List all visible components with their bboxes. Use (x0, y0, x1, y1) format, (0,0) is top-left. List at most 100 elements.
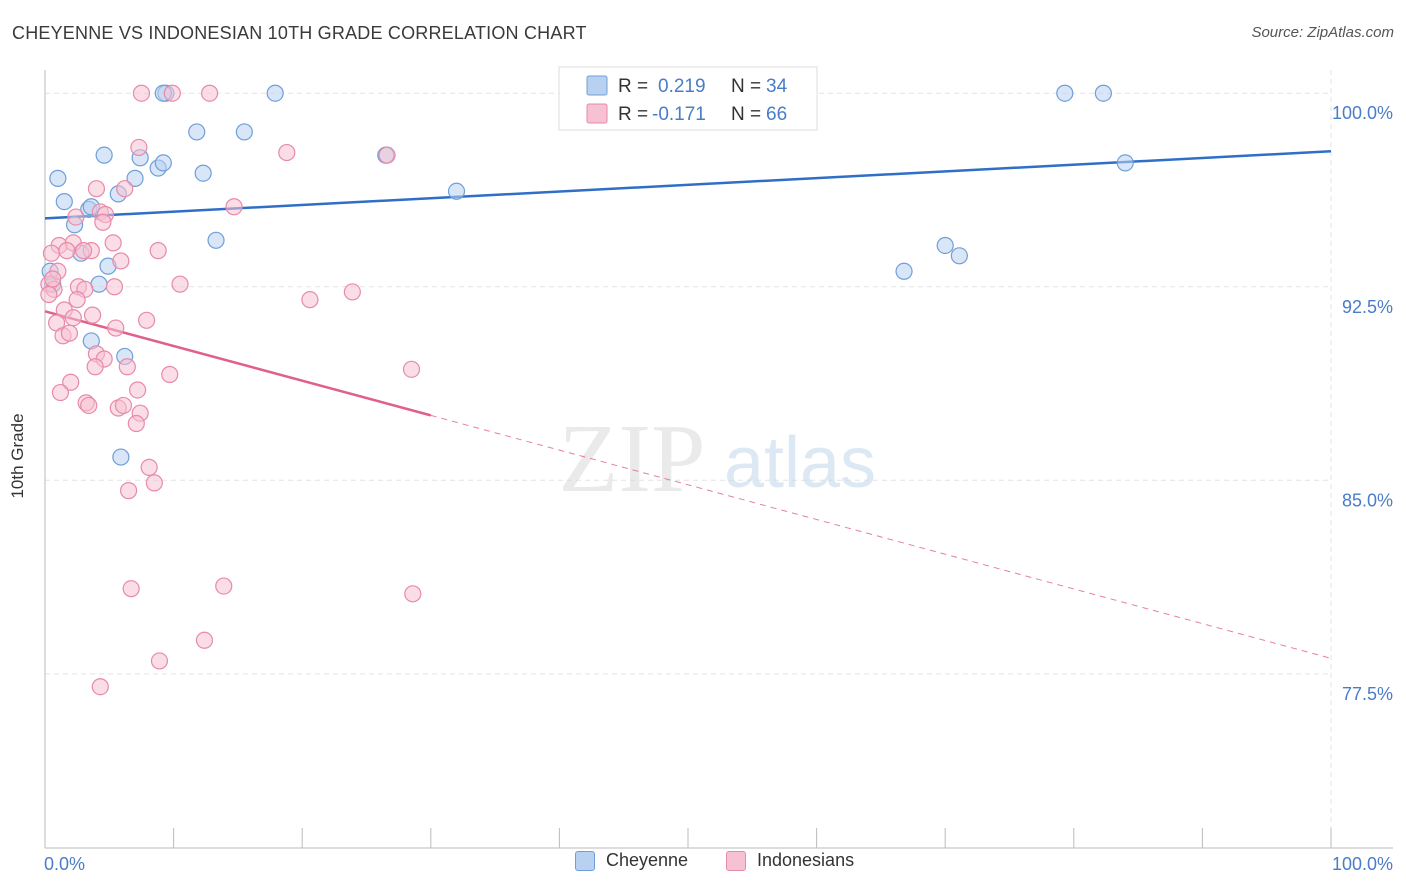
point-indonesians (150, 652, 169, 670)
point-indonesians (404, 585, 422, 603)
axes-layer (44, 70, 1393, 849)
point-indonesians (119, 482, 138, 500)
point-indonesians (40, 285, 58, 304)
point-indonesians (163, 84, 181, 102)
legend-r-label: R = (618, 104, 648, 125)
point-cheyenne (235, 123, 253, 141)
legend-n-value: 66 (766, 104, 787, 125)
point-indonesians (225, 198, 243, 216)
point-cheyenne (1116, 154, 1134, 172)
point-indonesians (62, 373, 80, 391)
legend-r-label: R = (618, 76, 648, 97)
point-indonesians (127, 414, 145, 433)
point-indonesians (105, 278, 124, 296)
point-indonesians (378, 146, 396, 164)
point-cheyenne (1094, 84, 1112, 102)
point-indonesians (201, 84, 219, 102)
y-tick-label: 77.5% (1342, 684, 1393, 704)
point-indonesians (215, 577, 233, 595)
point-indonesians (112, 252, 130, 270)
point-indonesians (44, 270, 62, 288)
point-indonesians (91, 678, 109, 696)
legend-item-cheyenne[interactable]: Cheyenne (575, 850, 688, 871)
legend-label-indonesians: Indonesians (757, 850, 855, 870)
point-cheyenne (1056, 84, 1074, 102)
point-cheyenne (126, 169, 144, 187)
point-indonesians (149, 242, 167, 260)
point-indonesians (68, 291, 86, 309)
y-tick-label: 92.5% (1342, 297, 1393, 317)
legend-top: R = 0.219 N = 34 R = -0.171 N = 66 (558, 66, 818, 131)
point-cheyenne (207, 231, 225, 249)
legend-n-label: N = (731, 104, 761, 125)
point-indonesians (278, 143, 296, 162)
point-cheyenne (55, 193, 73, 211)
point-indonesians (74, 242, 93, 260)
point-indonesians (58, 242, 76, 260)
point-indonesians (94, 213, 112, 231)
chart-title: CHEYENNE VS INDONESIAN 10TH GRADE CORREL… (12, 23, 587, 43)
point-indonesians (161, 365, 179, 384)
point-indonesians (137, 311, 156, 329)
watermark-atlas: atlas (724, 423, 876, 503)
point-indonesians (301, 291, 319, 309)
point-cheyenne (49, 169, 67, 187)
point-indonesians (67, 208, 85, 226)
point-indonesians (343, 283, 361, 301)
legend-swatch-indonesians (726, 850, 746, 871)
point-cheyenne (447, 182, 466, 200)
point-indonesians (145, 474, 163, 492)
point-cheyenne (112, 448, 130, 466)
watermark-zip: ZIP (559, 405, 706, 513)
point-cheyenne (936, 236, 954, 255)
point-indonesians (86, 358, 104, 376)
point-cheyenne (194, 164, 212, 182)
point-cheyenne (188, 123, 206, 141)
point-cheyenne (950, 247, 968, 265)
point-indonesians (140, 458, 158, 476)
legend-swatch-cheyenne (575, 850, 595, 871)
point-indonesians (128, 381, 147, 399)
point-cheyenne (895, 262, 913, 280)
point-indonesians (130, 138, 148, 157)
point-indonesians (132, 84, 151, 102)
legend-item-indonesians[interactable]: Indonesians (726, 850, 854, 871)
point-indonesians (42, 244, 61, 262)
legend-n-label: N = (731, 76, 761, 97)
point-indonesians (83, 306, 102, 324)
point-indonesians (80, 396, 98, 415)
point-indonesians (118, 358, 136, 376)
y-tick-label: 100.0% (1332, 103, 1393, 123)
legend-swatch-cheyenne (586, 75, 608, 96)
point-cheyenne (95, 146, 113, 164)
legend-r-value: -0.171 (652, 104, 706, 125)
point-indonesians (116, 180, 134, 198)
legend-swatch-indonesians (586, 103, 608, 124)
y-tick-label: 85.0% (1342, 490, 1393, 510)
point-indonesians (64, 309, 82, 327)
trend-line-dashed-indonesians (430, 414, 1332, 659)
point-cheyenne (266, 84, 284, 102)
point-indonesians (104, 234, 122, 252)
legend-r-value: 0.219 (658, 76, 706, 97)
point-indonesians (114, 396, 133, 415)
data-points (40, 84, 1134, 696)
watermark: ZIP atlas (559, 405, 877, 513)
point-indonesians (122, 580, 140, 598)
source-label: Source: ZipAtlas.com (1251, 24, 1394, 41)
legend-label-cheyenne: Cheyenne (606, 850, 689, 870)
point-indonesians (51, 383, 70, 402)
point-indonesians (87, 180, 106, 198)
point-indonesians (60, 324, 79, 342)
point-cheyenne (154, 154, 172, 172)
x-tick-label: 0.0% (44, 854, 85, 874)
legend-bottom: Cheyenne Indonesians (0, 850, 1406, 880)
point-indonesians (107, 319, 125, 337)
legend-n-value: 34 (766, 76, 788, 97)
point-indonesians (171, 275, 189, 293)
tick-labels: 100.0% 92.5% 85.0% 77.5% 0.0% 100.0% (44, 103, 1393, 874)
x-tick-label: 100.0% (1332, 854, 1393, 874)
point-indonesians (402, 360, 421, 378)
point-indonesians (195, 631, 214, 649)
